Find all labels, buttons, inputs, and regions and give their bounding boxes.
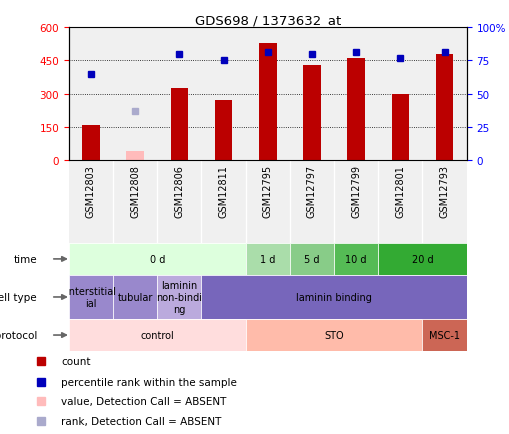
Text: GSM12799: GSM12799 (351, 164, 360, 217)
Bar (347, 59, 364, 161)
Text: GSM12808: GSM12808 (130, 164, 140, 217)
Text: GSM12795: GSM12795 (262, 164, 272, 218)
Text: 0 d: 0 d (149, 254, 164, 264)
Title: GDS698 / 1373632_at: GDS698 / 1373632_at (194, 14, 340, 27)
Text: GSM12806: GSM12806 (174, 164, 184, 217)
Text: percentile rank within the sample: percentile rank within the sample (61, 377, 237, 387)
Text: GSM12793: GSM12793 (439, 164, 448, 217)
Bar (302, 66, 320, 161)
Bar (113, 276, 157, 319)
Bar (245, 243, 289, 276)
Bar (69, 243, 245, 276)
Text: GSM12803: GSM12803 (86, 164, 96, 217)
Bar (170, 89, 188, 161)
Text: GSM12801: GSM12801 (394, 164, 405, 217)
Bar (126, 152, 144, 161)
Text: laminin
non-bindi
ng: laminin non-bindi ng (156, 281, 202, 314)
Text: GSM12797: GSM12797 (306, 164, 316, 218)
Bar (421, 28, 466, 161)
Text: control: control (140, 330, 174, 340)
Text: 10 d: 10 d (345, 254, 366, 264)
Text: time: time (13, 254, 37, 264)
Bar (289, 28, 333, 161)
Bar (69, 319, 245, 352)
Bar (245, 28, 289, 161)
Text: 1 d: 1 d (260, 254, 275, 264)
Bar (245, 319, 421, 352)
Bar (113, 28, 157, 161)
Text: count: count (61, 356, 91, 366)
Bar (333, 243, 378, 276)
Bar (259, 44, 276, 161)
Text: rank, Detection Call = ABSENT: rank, Detection Call = ABSENT (61, 416, 221, 425)
Bar (391, 94, 408, 161)
Bar (201, 276, 466, 319)
Bar (435, 55, 453, 161)
Bar (378, 243, 466, 276)
Bar (421, 319, 466, 352)
Bar (157, 28, 201, 161)
Text: 20 d: 20 d (411, 254, 433, 264)
Bar (378, 28, 421, 161)
Bar (82, 125, 100, 161)
Text: cell type: cell type (0, 293, 37, 302)
Bar (201, 28, 245, 161)
Bar (214, 101, 232, 161)
Text: GSM12811: GSM12811 (218, 164, 228, 217)
Bar (69, 276, 113, 319)
Bar (289, 243, 333, 276)
Text: value, Detection Call = ABSENT: value, Detection Call = ABSENT (61, 397, 226, 407)
Text: growth protocol: growth protocol (0, 330, 37, 340)
Bar (157, 276, 201, 319)
Text: STO: STO (324, 330, 343, 340)
Text: 5 d: 5 d (303, 254, 319, 264)
Text: interstitial
ial: interstitial ial (66, 286, 116, 308)
Text: tubular: tubular (117, 293, 153, 302)
Text: laminin binding: laminin binding (296, 293, 371, 302)
Text: MSC-1: MSC-1 (428, 330, 459, 340)
Bar (69, 28, 113, 161)
Bar (333, 28, 378, 161)
